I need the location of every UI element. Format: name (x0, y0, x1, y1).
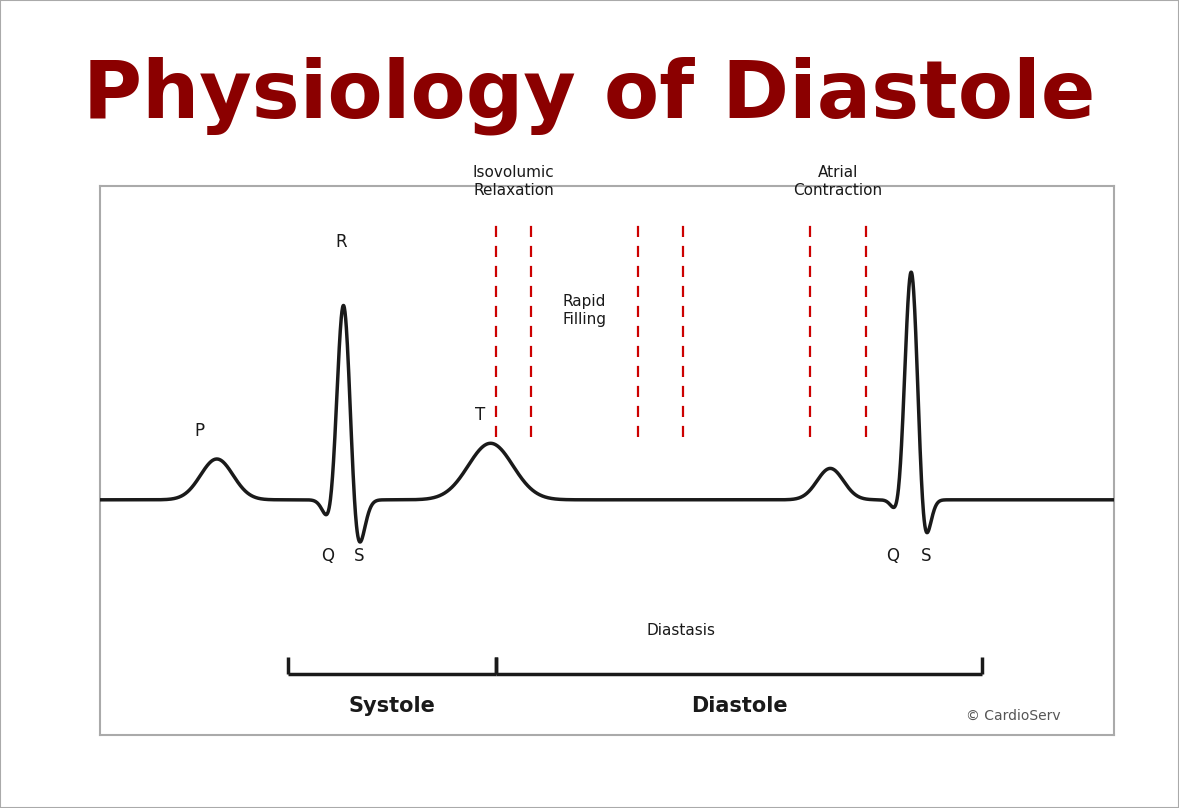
Text: Diastasis: Diastasis (646, 623, 716, 638)
Text: S: S (354, 547, 364, 566)
Text: R: R (336, 234, 348, 251)
Text: Rapid
Filling: Rapid Filling (562, 293, 606, 327)
Text: Diastole: Diastole (691, 696, 788, 716)
Text: P: P (195, 422, 205, 440)
Text: © CardioServ: © CardioServ (967, 709, 1061, 723)
Text: Physiology of Diastole: Physiology of Diastole (84, 57, 1095, 135)
Text: Q: Q (887, 547, 900, 566)
Text: S: S (921, 547, 931, 566)
Text: Atrial
Contraction: Atrial Contraction (793, 165, 882, 199)
Text: Isovolumic
Relaxation: Isovolumic Relaxation (473, 165, 554, 199)
Text: Systole: Systole (348, 696, 435, 716)
Text: T: T (475, 406, 486, 424)
Text: Q: Q (321, 547, 334, 566)
